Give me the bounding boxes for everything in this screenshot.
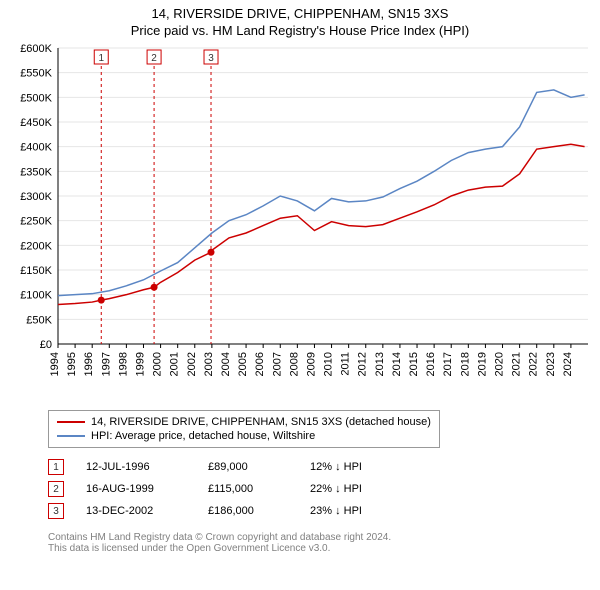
svg-text:2021: 2021 xyxy=(511,352,523,376)
legend-label: HPI: Average price, detached house, Wilt… xyxy=(91,430,315,442)
svg-text:2001: 2001 xyxy=(169,352,181,376)
event-delta: 22% ↓ HPI xyxy=(310,483,362,495)
chart-svg: £0 £50K £100K £150K £200K £250K £300K £350K £400… xyxy=(8,44,592,404)
svg-text:2005: 2005 xyxy=(237,352,249,376)
events-table: 1 12-JUL-1996 £89,000 12% ↓ HPI 2 16-AUG-1999… xyxy=(48,456,592,522)
svg-text:£400K: £400K xyxy=(20,142,52,154)
legend-item: 14, RIVERSIDE DRIVE, CHIPPENHAM, SN15 3X… xyxy=(57,415,431,429)
svg-text:2012: 2012 xyxy=(357,352,369,376)
svg-text:£50K: £50K xyxy=(26,314,52,326)
svg-text:£300K: £300K xyxy=(20,191,52,203)
svg-text:2024: 2024 xyxy=(562,352,574,376)
event-badge: 1 xyxy=(48,459,64,475)
svg-text:2018: 2018 xyxy=(459,352,471,376)
event-delta: 12% ↓ HPI xyxy=(310,461,362,473)
svg-text:2017: 2017 xyxy=(442,352,454,376)
svg-text:2008: 2008 xyxy=(288,352,300,376)
svg-text:2020: 2020 xyxy=(494,352,506,376)
legend-swatch xyxy=(57,435,85,437)
event-price: £115,000 xyxy=(208,483,288,495)
svg-text:£150K: £150K xyxy=(20,265,52,277)
event-row: 1 12-JUL-1996 £89,000 12% ↓ HPI xyxy=(48,456,592,478)
svg-text:1998: 1998 xyxy=(117,352,129,376)
svg-text:2015: 2015 xyxy=(408,352,420,376)
event-price: £186,000 xyxy=(208,505,288,517)
svg-text:£0: £0 xyxy=(40,339,52,351)
svg-text:2004: 2004 xyxy=(220,352,232,376)
svg-text:2000: 2000 xyxy=(152,352,164,376)
svg-text:1996: 1996 xyxy=(83,352,95,376)
event-price: £89,000 xyxy=(208,461,288,473)
svg-text:2010: 2010 xyxy=(323,352,335,376)
svg-text:2: 2 xyxy=(151,53,157,64)
chart-title: 14, RIVERSIDE DRIVE, CHIPPENHAM, SN15 3X… xyxy=(8,6,592,21)
event-date: 13-DEC-2002 xyxy=(86,505,186,517)
event-date: 16-AUG-1999 xyxy=(86,483,186,495)
footer: Contains HM Land Registry data © Crown c… xyxy=(48,532,592,554)
svg-text:2011: 2011 xyxy=(340,352,352,376)
svg-text:2023: 2023 xyxy=(545,352,557,376)
svg-text:2007: 2007 xyxy=(271,352,283,376)
svg-text:2003: 2003 xyxy=(203,352,215,376)
svg-text:1994: 1994 xyxy=(49,352,61,376)
svg-text:2022: 2022 xyxy=(528,352,540,376)
svg-text:2014: 2014 xyxy=(391,352,403,376)
event-row: 2 16-AUG-1999 £115,000 22% ↓ HPI xyxy=(48,478,592,500)
svg-text:£550K: £550K xyxy=(20,68,52,80)
svg-text:£100K: £100K xyxy=(20,290,52,302)
chart-subtitle: Price paid vs. HM Land Registry's House … xyxy=(8,23,592,38)
svg-text:2013: 2013 xyxy=(374,352,386,376)
event-row: 3 13-DEC-2002 £186,000 23% ↓ HPI xyxy=(48,500,592,522)
svg-text:2009: 2009 xyxy=(305,352,317,376)
legend-swatch xyxy=(57,421,85,423)
svg-text:1997: 1997 xyxy=(100,352,112,376)
event-delta: 23% ↓ HPI xyxy=(310,505,362,517)
event-badge: 3 xyxy=(48,503,64,519)
svg-text:3: 3 xyxy=(208,53,214,64)
svg-text:£200K: £200K xyxy=(20,240,52,252)
footer-line: Contains HM Land Registry data © Crown c… xyxy=(48,532,592,543)
event-date: 12-JUL-1996 xyxy=(86,461,186,473)
chart-container: 14, RIVERSIDE DRIVE, CHIPPENHAM, SN15 3X… xyxy=(0,0,600,562)
legend-label: 14, RIVERSIDE DRIVE, CHIPPENHAM, SN15 3X… xyxy=(91,416,431,428)
svg-text:2019: 2019 xyxy=(476,352,488,376)
legend: 14, RIVERSIDE DRIVE, CHIPPENHAM, SN15 3X… xyxy=(48,410,440,448)
svg-text:2002: 2002 xyxy=(186,352,198,376)
svg-text:1: 1 xyxy=(98,53,104,64)
legend-item: HPI: Average price, detached house, Wilt… xyxy=(57,429,431,443)
svg-text:£600K: £600K xyxy=(20,44,52,55)
event-badge: 2 xyxy=(48,481,64,497)
svg-text:2006: 2006 xyxy=(254,352,266,376)
svg-text:1999: 1999 xyxy=(134,352,146,376)
svg-text:£500K: £500K xyxy=(20,92,52,104)
svg-text:£450K: £450K xyxy=(20,117,52,129)
svg-text:£250K: £250K xyxy=(20,216,52,228)
svg-text:1995: 1995 xyxy=(66,352,78,376)
footer-line: This data is licensed under the Open Gov… xyxy=(48,543,592,554)
svg-text:£350K: £350K xyxy=(20,166,52,178)
chart-plot: £0 £50K £100K £150K £200K £250K £300K £350K £400… xyxy=(8,44,592,404)
svg-text:2016: 2016 xyxy=(425,352,437,376)
